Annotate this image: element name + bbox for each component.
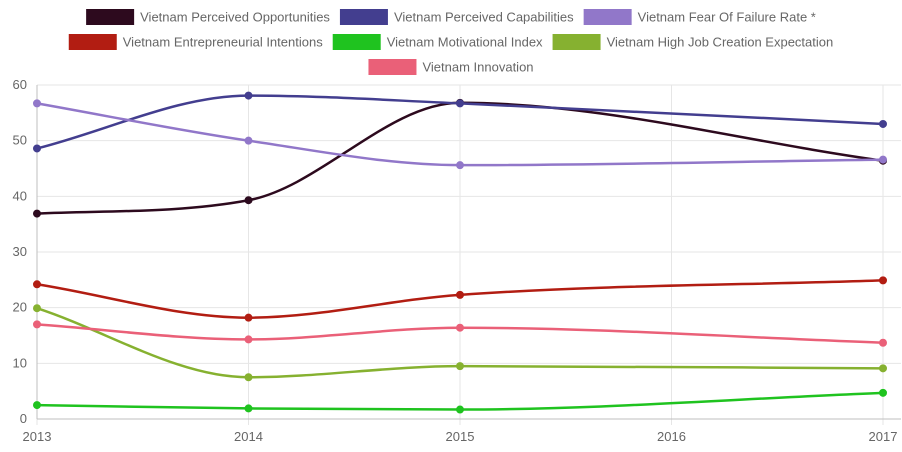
data-point[interactable] [879,338,887,347]
y-tick-label: 10 [13,355,27,370]
legend-swatch [332,34,381,50]
x-tick-label: 2017 [869,429,898,444]
legend-label: Vietnam Entrepreneurial Intentions [123,35,323,50]
data-point[interactable] [456,405,464,414]
y-tick-label: 50 [13,133,27,148]
series-lines [33,91,887,414]
data-point[interactable] [456,323,464,332]
data-point[interactable] [456,99,464,108]
series-6 [33,320,887,347]
legend-swatch [583,9,632,25]
series-line [36,94,884,150]
data-point[interactable] [244,91,253,100]
legend-label: Vietnam Perceived Capabilities [394,10,574,25]
data-point[interactable] [33,280,41,289]
data-point[interactable] [33,401,41,410]
x-tick-label: 2014 [234,429,263,444]
data-point[interactable] [456,161,464,170]
legend-label: Vietnam Motivational Index [387,35,543,50]
y-tick-label: 60 [13,77,27,92]
data-point[interactable] [879,119,887,128]
series-line [36,391,884,411]
data-point[interactable] [879,364,887,373]
axes: 0 10 20 30 40 50 60 2013 2014 2015 2016 2017 [13,77,901,444]
legend-label: Vietnam Fear Of Failure Rate * [638,10,816,25]
series-line [36,102,884,167]
legend-swatch [368,59,417,75]
legend-label: Vietnam High Job Creation Expectation [607,35,834,50]
legend-item[interactable]: Vietnam Perceived Capabilities [339,9,574,25]
legend-swatch [68,34,117,50]
data-point[interactable] [244,373,253,382]
legend[interactable]: Vietnam Perceived Opportunities Vietnam P… [68,9,834,75]
x-tick-label: 2015 [446,429,475,444]
series-line [36,279,884,319]
data-point[interactable] [879,388,887,397]
legend-label: Vietnam Innovation [422,60,533,75]
y-tick-label: 0 [20,411,27,426]
x-tick-label: 2013 [23,429,52,444]
legend-label: Vietnam Perceived Opportunities [140,10,330,25]
data-point[interactable] [33,209,41,218]
data-point[interactable] [33,304,41,313]
series-5 [33,304,887,382]
data-point[interactable] [33,320,41,329]
data-point[interactable] [244,196,253,205]
data-point[interactable] [244,136,253,145]
x-tick-label: 2016 [657,429,686,444]
legend-item[interactable]: Vietnam Innovation [368,59,534,75]
data-point[interactable] [33,144,41,153]
legend-item[interactable]: Vietnam Motivational Index [332,34,543,50]
data-point[interactable] [244,404,253,413]
legend-item[interactable]: Vietnam High Job Creation Expectation [552,34,834,50]
data-point[interactable] [244,335,253,344]
data-point[interactable] [456,362,464,371]
series-line [36,101,884,215]
data-point[interactable] [244,313,253,322]
y-tick-label: 20 [13,300,27,315]
data-point[interactable] [879,155,887,164]
series-2 [33,99,887,170]
data-point[interactable] [456,290,464,299]
series-1 [33,91,887,153]
legend-item[interactable]: Vietnam Fear Of Failure Rate * [583,9,816,25]
legend-swatch [339,9,388,25]
y-tick-label: 40 [13,188,27,203]
legend-item[interactable]: Vietnam Entrepreneurial Intentions [68,34,323,50]
data-point[interactable] [879,276,887,285]
data-point[interactable] [33,99,41,108]
series-4 [33,388,887,414]
grid [36,84,901,425]
y-tick-label: 30 [13,244,27,259]
legend-swatch [552,34,601,50]
series-line [36,323,884,344]
legend-item[interactable]: Vietnam Perceived Opportunities [86,9,330,25]
series-line [36,307,884,379]
series-3 [33,276,887,322]
legend-swatch [86,9,135,25]
